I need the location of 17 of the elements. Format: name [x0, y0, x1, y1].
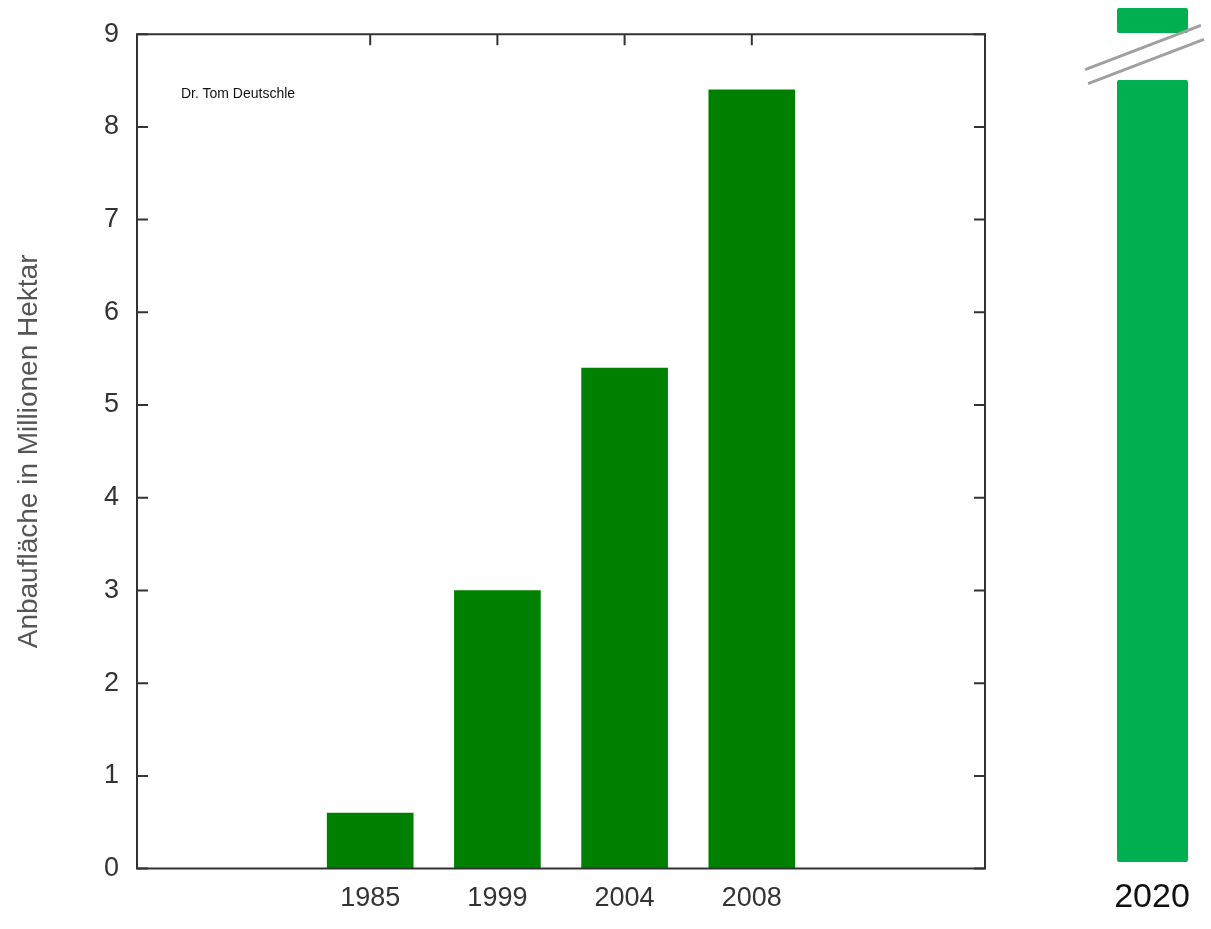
text: 2020: [1114, 876, 1190, 915]
x-tick-label: 1999: [467, 882, 528, 913]
y-tick-label: 5: [103, 388, 119, 419]
y-tick-label: 8: [103, 110, 119, 141]
y-tick-label: 4: [103, 481, 119, 512]
y-tick-label: 1: [103, 759, 119, 790]
y-tick-label: 6: [103, 295, 119, 326]
text: Dr. Tom Deutschle: [181, 85, 296, 102]
y-tick-label: 3: [103, 573, 119, 604]
x-tick-label: 2004: [594, 882, 655, 913]
y-tick-label: 9: [103, 17, 119, 48]
x-tick-label: 1985: [340, 882, 401, 913]
y-axis-title: Anbaufläche in Millionen Hektar: [11, 254, 43, 649]
y-tick-label: 7: [103, 203, 119, 234]
y-tick-label: 0: [103, 852, 119, 883]
x-tick-label: 2008: [721, 882, 782, 913]
y-tick-label: 2: [103, 666, 119, 697]
